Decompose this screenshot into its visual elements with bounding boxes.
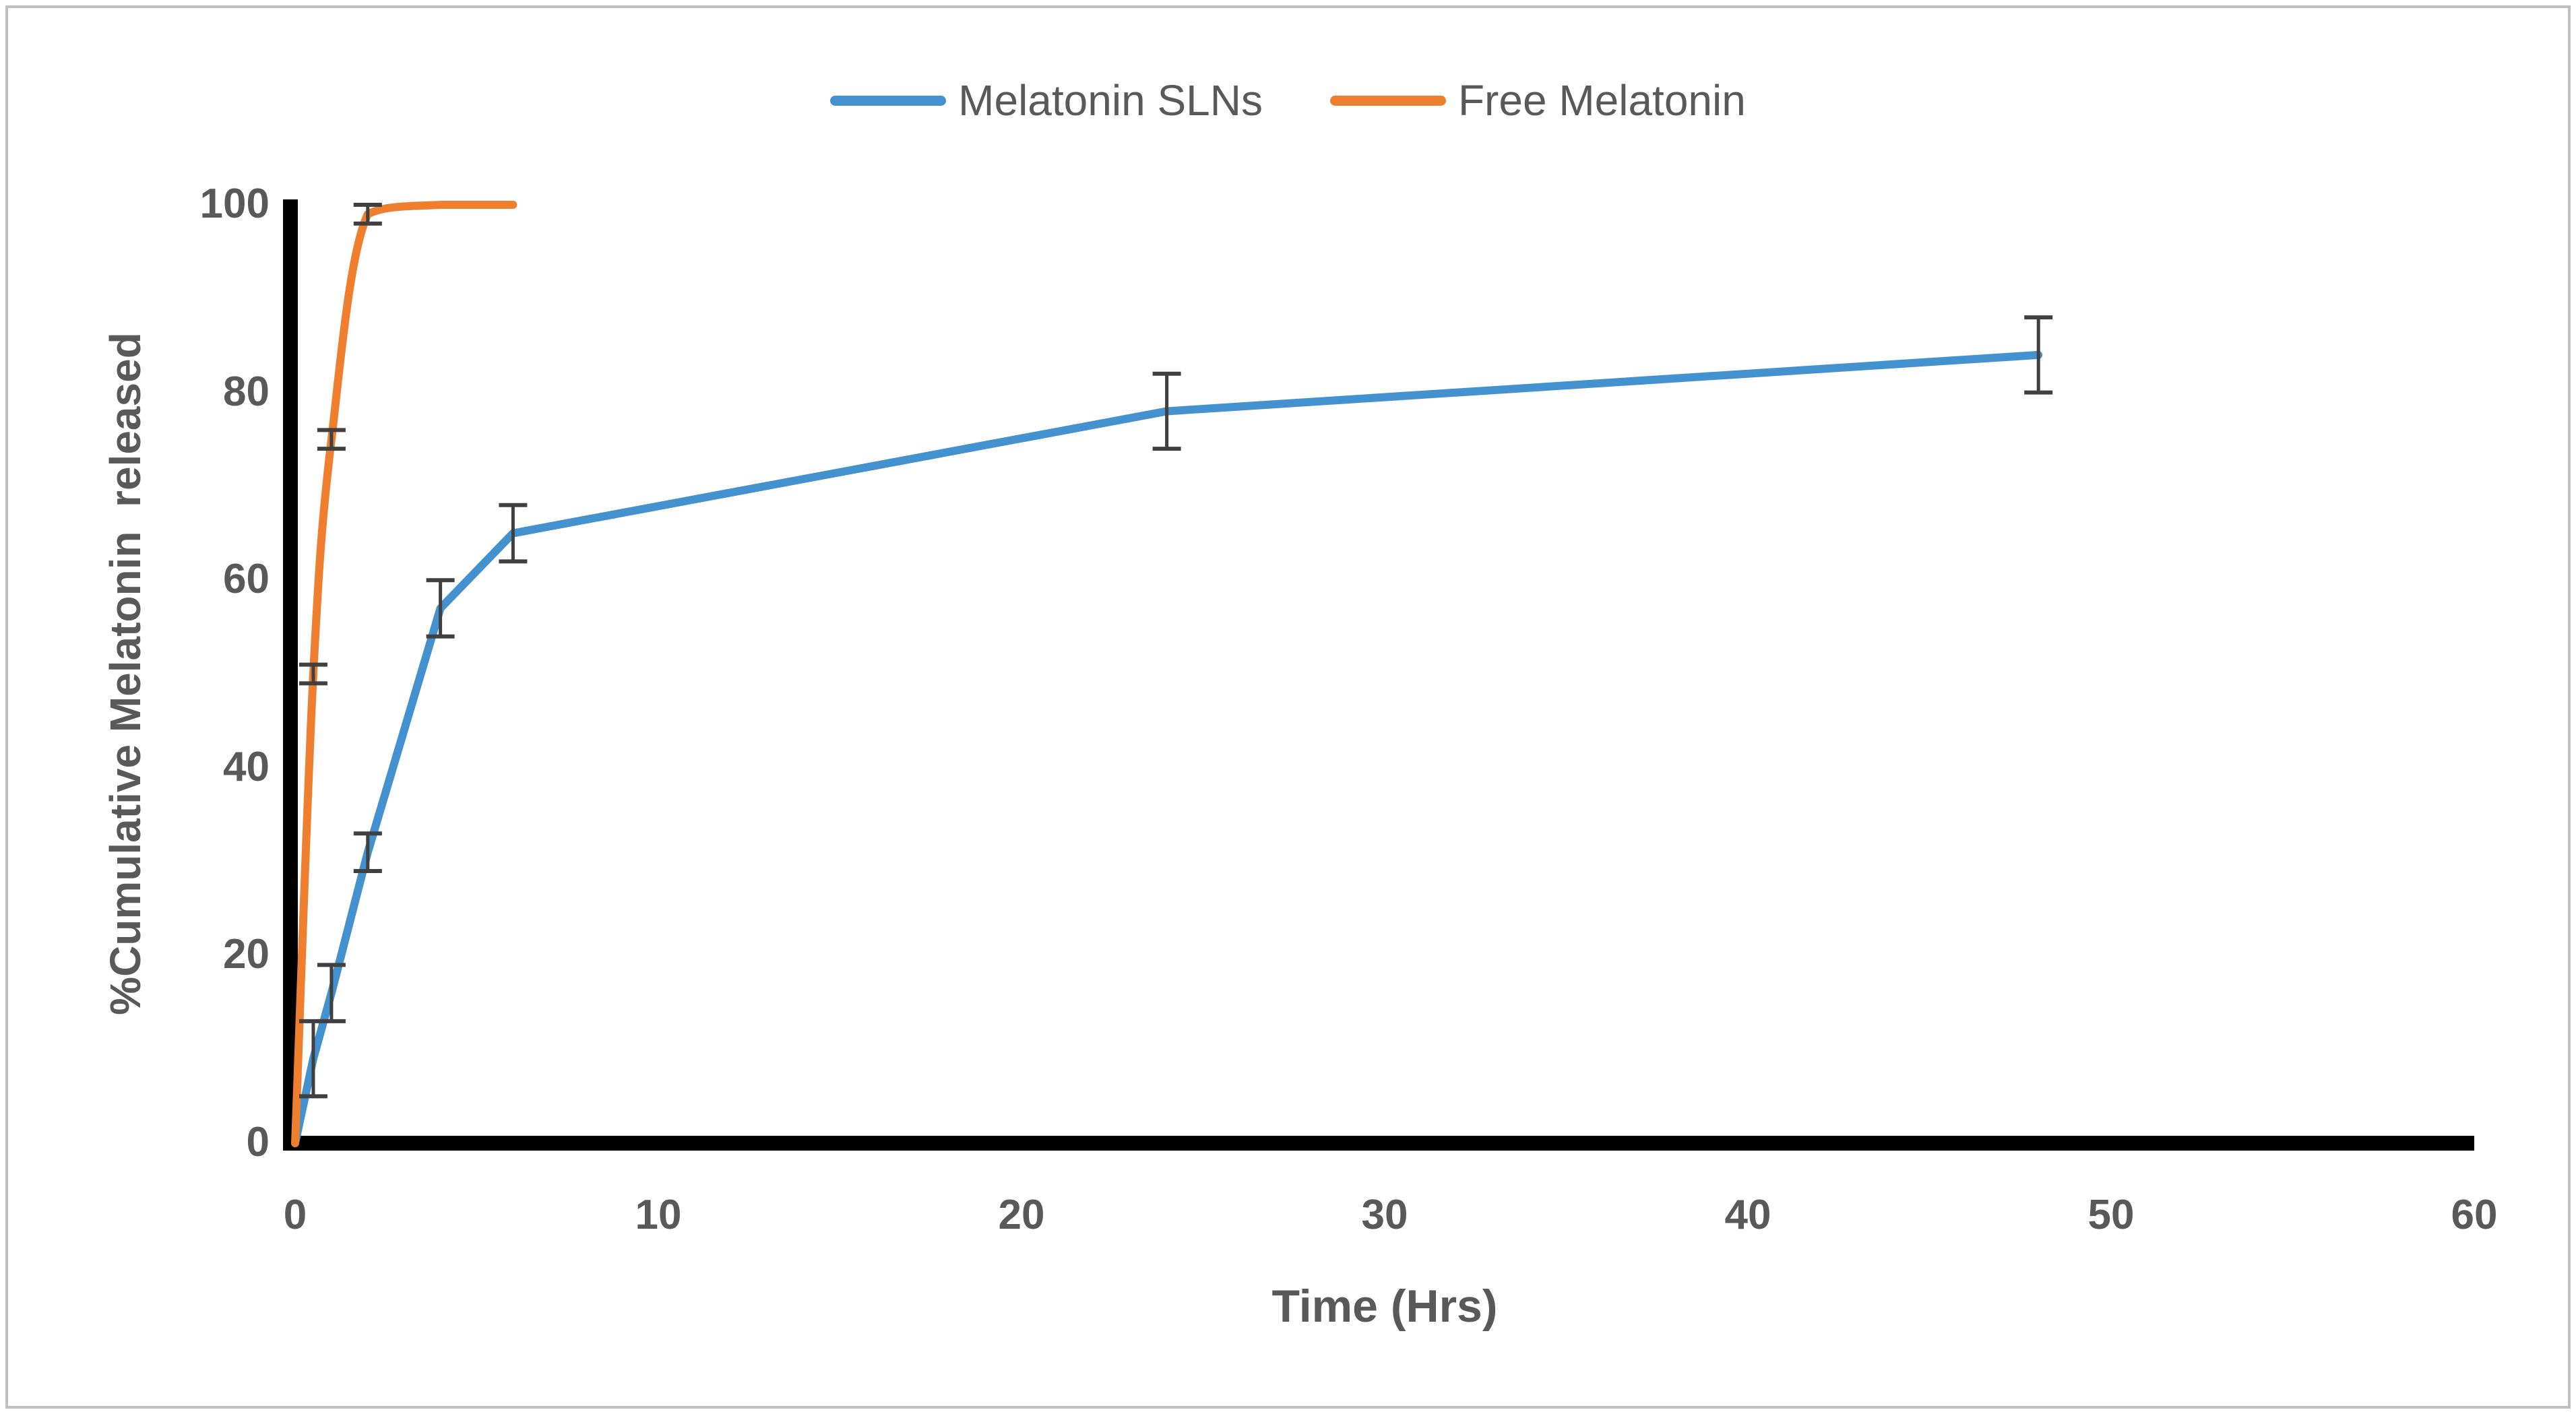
y-tick-label-60: 60 (223, 556, 270, 603)
legend-item-melatonin-slns: Melatonin SLNs (830, 75, 1263, 125)
y-axis-line (283, 199, 298, 1151)
x-axis-line (283, 1136, 2474, 1151)
legend-line-melatonin-slns-icon (830, 95, 947, 106)
x-axis-title: Time (Hrs) (1271, 1281, 1498, 1332)
y-tick-label-100: 100 (199, 181, 270, 228)
x-tick-label-50: 50 (2087, 1192, 2135, 1238)
figure-border (5, 5, 2571, 1409)
x-tick-label-20: 20 (998, 1192, 1045, 1238)
y-tick-label-0: 0 (246, 1119, 270, 1166)
legend-line-free-melatonin-icon (1329, 95, 1446, 106)
x-tick-label-40: 40 (1724, 1192, 1771, 1238)
y-axis-title: %Cumulative Melatonin released (101, 332, 150, 1015)
y-tick-label-80: 80 (223, 368, 270, 415)
x-tick-label-10: 10 (635, 1192, 682, 1238)
legend-label-free-melatonin: Free Melatonin (1457, 76, 1746, 125)
x-tick-label-30: 30 (1361, 1192, 1408, 1238)
y-tick-label-40: 40 (223, 743, 270, 790)
legend-item-free-melatonin: Free Melatonin (1329, 75, 1746, 125)
legend: Melatonin SLNs Free Melatonin (0, 70, 2576, 131)
y-tick-label-20: 20 (223, 931, 270, 978)
x-tick-label-0: 0 (283, 1192, 307, 1238)
x-tick-label-60: 60 (2451, 1192, 2498, 1238)
series-line-melatonin-slns (291, 350, 2043, 1147)
legend-label-melatonin-slns: Melatonin SLNs (958, 76, 1263, 125)
